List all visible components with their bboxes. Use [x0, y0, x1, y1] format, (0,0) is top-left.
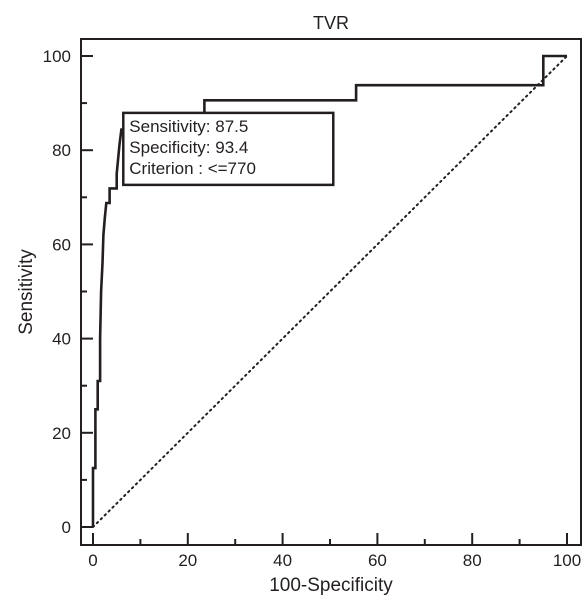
y-tick-label-20: 20	[52, 424, 71, 443]
y-tick-label-0: 0	[62, 518, 71, 537]
x-tick-label-100: 100	[553, 551, 581, 570]
x-axis-label: 100-Specificity	[269, 575, 393, 596]
y-tick-label-60: 60	[52, 235, 71, 254]
y-axis-label: Sensitivity	[16, 249, 37, 335]
annotation-specificity: Specificity: 93.4	[129, 138, 248, 157]
y-tick-label-80: 80	[52, 141, 71, 160]
roc-curve-line	[91, 54, 567, 527]
x-tick-label-40: 40	[273, 551, 292, 570]
x-tick-label-0: 0	[88, 551, 97, 570]
reference-diagonal-line	[92, 55, 568, 528]
series-layer	[91, 54, 568, 528]
criterion-annotation: Sensitivity: 87.5 Specificity: 93.4 Crit…	[122, 111, 335, 187]
annotation-criterion: Criterion : <=770	[129, 159, 256, 178]
y-tick-label-100: 100	[43, 47, 71, 66]
x-tick-label-80: 80	[463, 551, 482, 570]
x-axis: 0 20 40 60 80 100	[88, 533, 581, 570]
annotation-sensitivity: Sensitivity: 87.5	[129, 117, 248, 136]
x-tick-label-60: 60	[368, 551, 387, 570]
x-tick-label-20: 20	[178, 551, 197, 570]
y-axis: 0 20 40 60 80 100	[43, 47, 93, 537]
chart-title: TVR	[313, 13, 349, 33]
y-tick-label-40: 40	[52, 330, 71, 349]
annotation-box	[122, 111, 335, 187]
